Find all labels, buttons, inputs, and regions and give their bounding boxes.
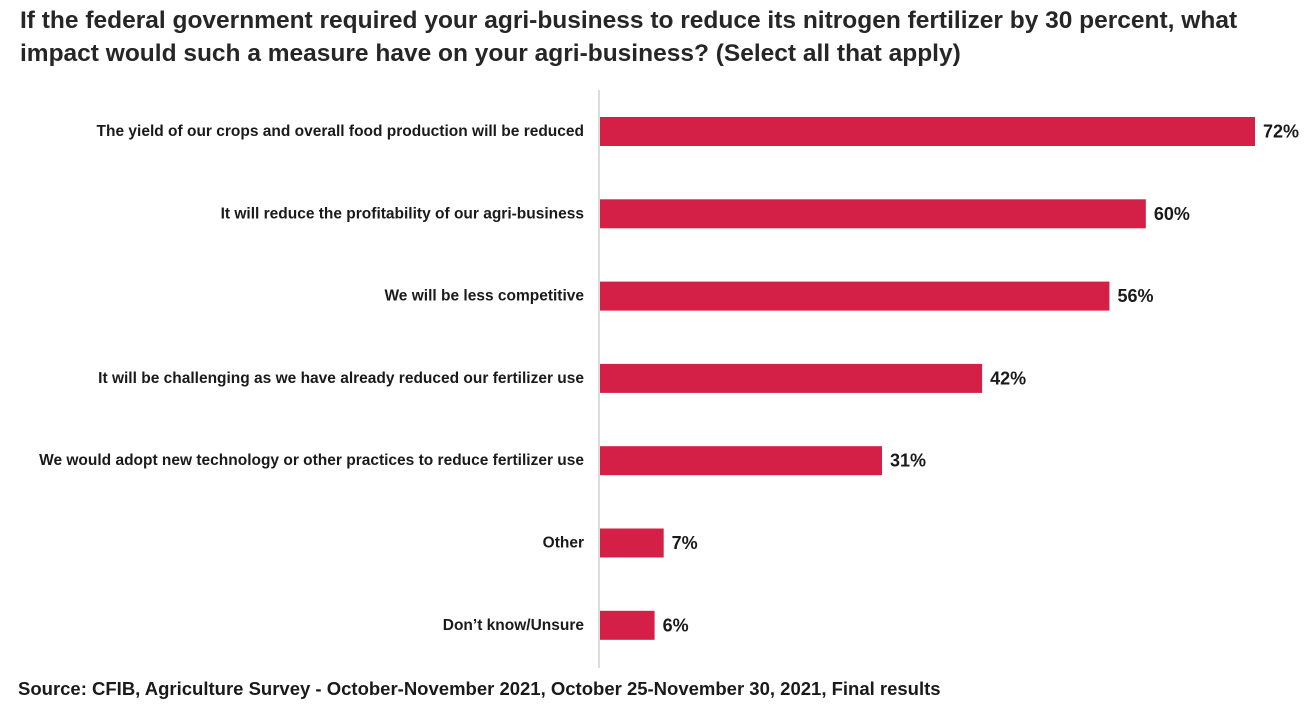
source-note: Source: CFIB, Agriculture Survey - Octob… [18, 678, 941, 699]
category-label-6: Don’t know/Unsure [443, 617, 585, 634]
bar-4 [600, 446, 883, 476]
chart-title: If the federal government required your … [20, 7, 1238, 67]
bar-3 [600, 363, 983, 393]
value-label-0: 72% [1263, 122, 1299, 142]
value-label-3: 42% [990, 368, 1026, 388]
bars-group: The yield of our crops and overall food … [39, 117, 1299, 640]
category-label-1: It will reduce the profitability of our … [221, 205, 584, 222]
value-label-1: 60% [1154, 204, 1190, 224]
bar-0 [600, 117, 1255, 146]
value-label-4: 31% [890, 451, 926, 471]
category-label-2: We will be less competitive [384, 288, 584, 305]
value-label-5: 7% [672, 533, 698, 553]
value-label-6: 6% [663, 615, 689, 635]
category-label-5: Other [543, 535, 584, 552]
bar-6 [600, 610, 655, 640]
value-label-2: 56% [1117, 286, 1153, 306]
bar-5 [600, 528, 664, 558]
bar-2 [600, 281, 1110, 311]
bar-1 [600, 199, 1146, 229]
category-label-3: It will be challenging as we have alread… [98, 370, 584, 387]
category-label-4: We would adopt new technology or other p… [39, 452, 584, 469]
category-label-0: The yield of our crops and overall food … [97, 123, 584, 140]
